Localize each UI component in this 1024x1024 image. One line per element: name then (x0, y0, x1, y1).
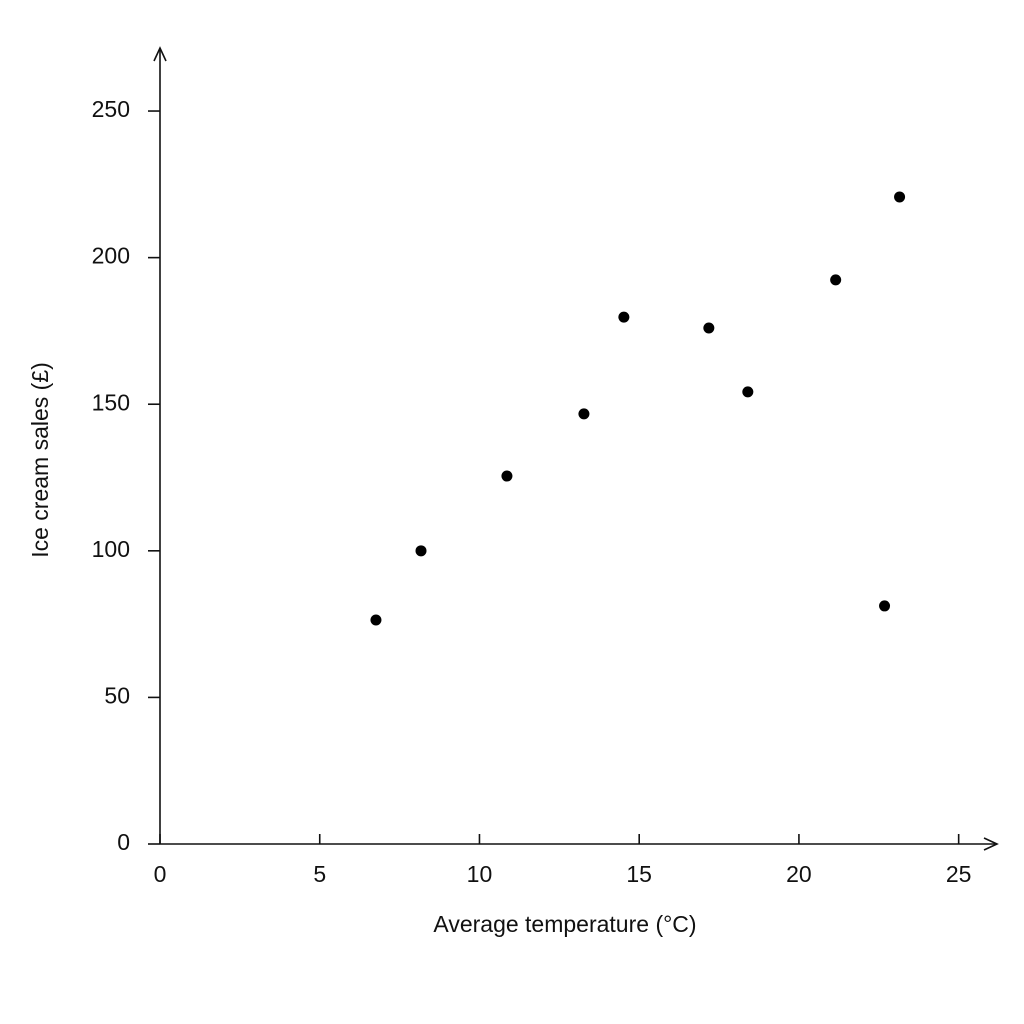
x-tick-label: 15 (626, 861, 652, 887)
point (879, 600, 891, 612)
y-tick-label: 0 (117, 829, 130, 855)
y-tick-label: 50 (104, 682, 130, 708)
x-axis-arrow (983, 837, 999, 851)
x-tick-label: 0 (154, 861, 167, 887)
point (618, 311, 630, 323)
y-axis-arrow (153, 46, 167, 62)
y-tick-label: 150 (92, 389, 130, 415)
x-tick-label: 20 (786, 861, 812, 887)
y-axis-label: Ice cream sales (£) (27, 362, 53, 558)
x-axis-label: Average temperature (°C) (433, 911, 696, 937)
y-tick-label: 250 (92, 96, 130, 122)
point (703, 322, 715, 334)
point (894, 191, 906, 203)
x-tick-label: 25 (946, 861, 972, 887)
y-tick-label: 200 (92, 243, 130, 269)
x-tick-label: 10 (467, 861, 493, 887)
point (501, 470, 513, 482)
x-tick-label: 5 (313, 861, 326, 887)
point (830, 274, 842, 286)
point (742, 386, 754, 398)
point (415, 545, 427, 557)
y-tick-label: 100 (92, 536, 130, 562)
point (370, 614, 382, 626)
point (578, 408, 590, 420)
